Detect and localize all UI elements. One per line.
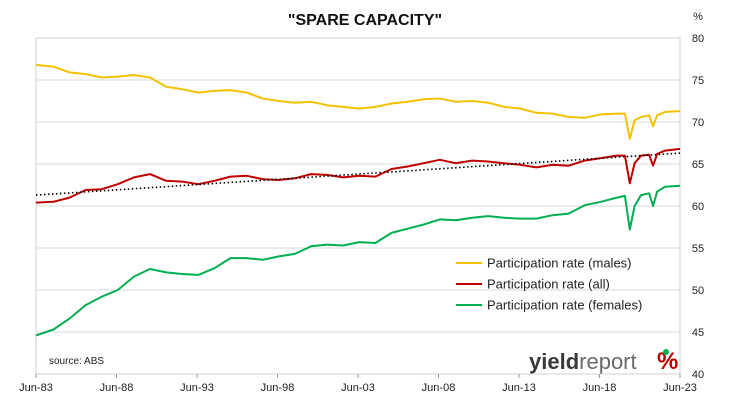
series-line-1 — [35, 147, 681, 204]
x-tick-label: Jun-23 — [663, 382, 697, 394]
x-axis-ticks: Jun-83 Jun-88 Jun-93 Jun-98 Jun-03 Jun-08 Jun-… — [19, 374, 697, 394]
x-tick-label: Jun-08 — [422, 382, 456, 394]
x-tick-label: Jun-18 — [583, 382, 617, 394]
y-tick-label: 80 — [692, 33, 704, 45]
yieldreport-logo: yieldreport % — [529, 348, 678, 375]
logo-text: yieldreport — [529, 349, 637, 374]
x-tick-label: Jun-83 — [19, 382, 53, 394]
trend-line — [35, 152, 681, 196]
legend-label: Participation rate (all) — [487, 277, 610, 292]
logo-dot-icon — [663, 349, 669, 355]
legend-label: Participation rate (males) — [487, 256, 632, 271]
x-tick-label: Jun-13 — [502, 382, 536, 394]
y-tick-label: 75 — [692, 75, 704, 87]
legend: Participation rate (males) Participation … — [456, 256, 642, 313]
y-tick-label: 55 — [692, 243, 704, 255]
y-tick-label: 65 — [692, 159, 704, 171]
chart-title: "SPARE CAPACITY" — [288, 12, 442, 29]
x-tick-label: Jun-03 — [341, 382, 375, 394]
x-tick-label: Jun-93 — [180, 382, 214, 394]
y-axis-ticks: 40 45 50 55 60 65 70 75 80 — [692, 33, 704, 381]
y-tick-label: 70 — [692, 117, 704, 129]
y-axis-unit-label: % — [693, 11, 703, 23]
x-tick-label: Jun-88 — [100, 382, 134, 394]
y-tick-label: 50 — [692, 285, 704, 297]
y-tick-label: 45 — [692, 327, 704, 339]
series-line-2 — [35, 184, 681, 337]
legend-label: Participation rate (females) — [487, 298, 642, 313]
source-annotation: source: ABS — [49, 356, 104, 367]
y-tick-label: 40 — [692, 369, 704, 381]
series-lines — [35, 63, 681, 337]
series-line-0 — [35, 63, 681, 140]
y-tick-label: 60 — [692, 201, 704, 213]
logo-percent-icon: % — [657, 348, 678, 375]
x-tick-label: Jun-98 — [261, 382, 295, 394]
